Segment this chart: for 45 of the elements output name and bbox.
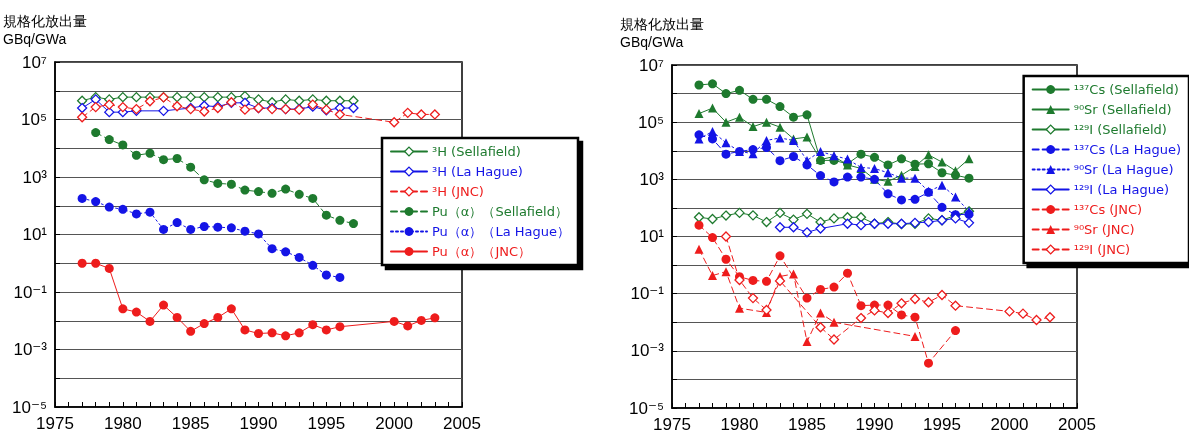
- x-tick-label: 1985: [788, 415, 826, 434]
- y-tick-label: 10⁻⁵: [629, 398, 664, 418]
- x-tick-label: 1990: [239, 414, 278, 433]
- y-tick-label: 10⁻¹: [13, 282, 48, 302]
- legend-label: ¹³⁷Cs (JNC): [1073, 202, 1143, 217]
- y-axis-title: 規格化放出量 GBq/GWa: [3, 13, 87, 47]
- legend-label: ¹²⁹I (Sellafield): [1073, 122, 1167, 137]
- legend-label: ⁹⁰Sr (Sellafield): [1073, 102, 1172, 117]
- legend-label: ⁹⁰Sr (La Hague): [1073, 162, 1174, 177]
- y-tick-label: 10⁻¹: [630, 284, 665, 304]
- x-tick-label: 1975: [653, 415, 691, 434]
- legend-label: ¹³⁷Cs (La Hague): [1073, 142, 1182, 157]
- legend-label: Pu（α）（Sellafield）: [432, 204, 568, 219]
- legend-label: Pu（α）（JNC）: [432, 244, 532, 259]
- y-tick-label: 10⁷: [638, 55, 664, 75]
- legend-label: ³H (Sellafield): [432, 144, 521, 159]
- legend-label: ³H (La Hague): [432, 164, 523, 179]
- y-tick-label: 10¹: [639, 227, 665, 246]
- y-tick-label: 10⁻³: [630, 341, 665, 361]
- x-tick-label: 2005: [443, 414, 481, 433]
- x-tick-label: 1985: [171, 414, 210, 433]
- y-axis-title: 規格化放出量 GBq/GWa: [620, 16, 704, 50]
- legend-label: ⁹⁰Sr (JNC): [1073, 222, 1135, 237]
- y-tick-label: 10⁵: [638, 112, 664, 132]
- y-tick-label: 10³: [639, 169, 665, 189]
- x-tick-label: 1975: [36, 414, 74, 433]
- y-tick-label: 10³: [22, 167, 48, 187]
- x-tick-label: 1980: [720, 415, 759, 434]
- x-tick-label: 1980: [103, 414, 142, 433]
- legend-label: ¹³⁷Cs (Sellafield): [1073, 82, 1179, 97]
- y-tick-label: 10¹: [22, 225, 48, 244]
- x-tick-label: 1995: [923, 415, 961, 434]
- y-tick-label: 10⁵: [21, 110, 47, 129]
- y-tick-label: 10⁻⁵: [12, 397, 47, 417]
- x-tick-label: 1995: [307, 414, 346, 433]
- y-tick-label: 10⁻³: [13, 340, 48, 359]
- x-tick-label: 2000: [375, 414, 414, 433]
- x-tick-label: 2000: [990, 415, 1029, 434]
- y-tick-label: 10⁷: [21, 52, 47, 72]
- x-tick-label: 2005: [1058, 415, 1096, 434]
- legend-label: ¹²⁹I (JNC): [1073, 242, 1131, 257]
- legend-label: Pu（α）（La Hague）: [432, 224, 570, 239]
- legend-label: ¹²⁹I (La Hague): [1073, 182, 1169, 197]
- legend-label: ³H (JNC): [432, 184, 484, 199]
- x-tick-label: 1990: [855, 415, 894, 434]
